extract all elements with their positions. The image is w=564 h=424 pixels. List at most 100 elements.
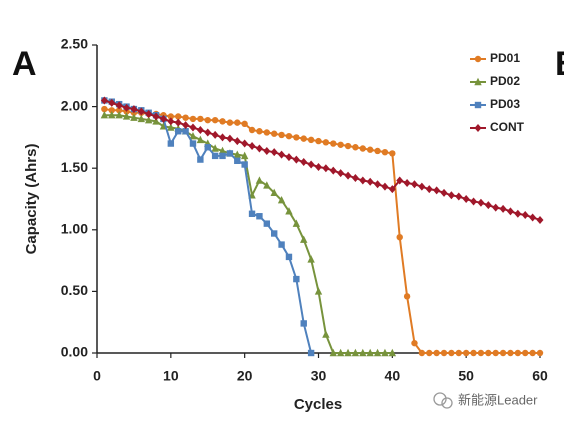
- x-tick-label: 10: [163, 368, 179, 384]
- legend-marker: [474, 77, 482, 86]
- data-point: [366, 146, 374, 153]
- data-point: [108, 98, 116, 107]
- data-point: [521, 211, 529, 220]
- data-point: [263, 181, 271, 189]
- data-point: [278, 241, 285, 248]
- data-point: [307, 160, 315, 169]
- watermark: 新能源Leader: [458, 392, 538, 407]
- data-point: [182, 121, 190, 130]
- data-point: [248, 210, 256, 217]
- data-point: [263, 129, 271, 136]
- data-point: [352, 144, 359, 151]
- data-point: [241, 139, 249, 148]
- legend-marker: [474, 124, 482, 132]
- data-point: [100, 96, 108, 105]
- legend-label: PD03: [490, 97, 520, 111]
- x-axis-label: Cycles: [294, 396, 342, 413]
- data-point: [278, 150, 286, 159]
- data-point: [159, 114, 167, 123]
- data-point: [219, 133, 227, 142]
- data-point: [300, 158, 308, 167]
- data-point: [263, 146, 271, 155]
- data-point: [167, 123, 175, 131]
- panel-label: A: [12, 45, 37, 83]
- data-point: [226, 134, 234, 143]
- data-point: [174, 118, 182, 127]
- data-point: [226, 119, 234, 126]
- data-point: [285, 253, 293, 261]
- data-point: [381, 148, 389, 156]
- data-point: [218, 146, 227, 155]
- data-point: [255, 176, 264, 184]
- data-point: [336, 348, 345, 357]
- data-point: [167, 117, 175, 126]
- data-point: [101, 105, 108, 113]
- data-point: [270, 148, 278, 157]
- data-point: [270, 188, 278, 197]
- data-point: [351, 174, 359, 183]
- watermark-icon: [433, 392, 453, 409]
- data-point: [322, 164, 330, 173]
- data-point: [197, 156, 204, 163]
- data-point: [122, 112, 131, 120]
- data-point: [123, 103, 131, 112]
- data-point: [292, 219, 301, 227]
- data-point: [226, 150, 234, 157]
- data-point: [204, 128, 212, 137]
- data-point: [175, 128, 182, 135]
- data-point: [418, 182, 426, 191]
- data-point: [359, 145, 366, 152]
- legend-marker: [474, 101, 482, 109]
- data-point: [536, 215, 544, 224]
- data-point: [388, 185, 396, 194]
- data-point: [130, 105, 138, 114]
- data-point: [425, 185, 433, 194]
- data-point: [219, 118, 226, 125]
- data-point: [130, 113, 138, 121]
- data-point: [204, 116, 211, 124]
- data-point: [529, 213, 537, 222]
- data-point: [271, 230, 278, 237]
- data-point: [197, 115, 204, 123]
- data-point: [219, 152, 226, 160]
- x-tick-label: 0: [93, 368, 101, 384]
- data-point: [189, 123, 197, 132]
- data-point: [337, 169, 345, 178]
- data-point: [410, 180, 418, 189]
- data-point: [285, 132, 293, 140]
- next-panel-label: B: [555, 45, 564, 83]
- data-point: [137, 114, 145, 123]
- data-point: [285, 207, 293, 215]
- data-point: [300, 320, 307, 327]
- data-point: [137, 107, 145, 116]
- data-point: [514, 349, 522, 357]
- data-point: [277, 196, 286, 204]
- data-point: [182, 114, 189, 121]
- data-point: [108, 111, 116, 119]
- data-point: [330, 140, 337, 147]
- data-point: [255, 144, 263, 153]
- data-point: [293, 134, 300, 141]
- data-point: [403, 178, 411, 187]
- data-point: [271, 130, 278, 137]
- data-point: [337, 141, 344, 148]
- data-point: [189, 115, 197, 123]
- data-point: [374, 180, 382, 189]
- data-point: [396, 176, 404, 185]
- y-tick-label: 2.50: [61, 36, 88, 52]
- data-point: [108, 107, 115, 114]
- data-point: [211, 152, 219, 160]
- data-point: [211, 130, 219, 139]
- data-point: [477, 198, 485, 207]
- data-point: [152, 112, 160, 121]
- data-point: [381, 348, 389, 357]
- data-point: [529, 349, 536, 357]
- y-tick-label: 0.00: [61, 344, 88, 360]
- data-point: [322, 330, 330, 338]
- data-point: [233, 137, 241, 146]
- data-point: [241, 120, 248, 128]
- legend-label: PD02: [490, 74, 520, 88]
- data-point: [278, 131, 285, 139]
